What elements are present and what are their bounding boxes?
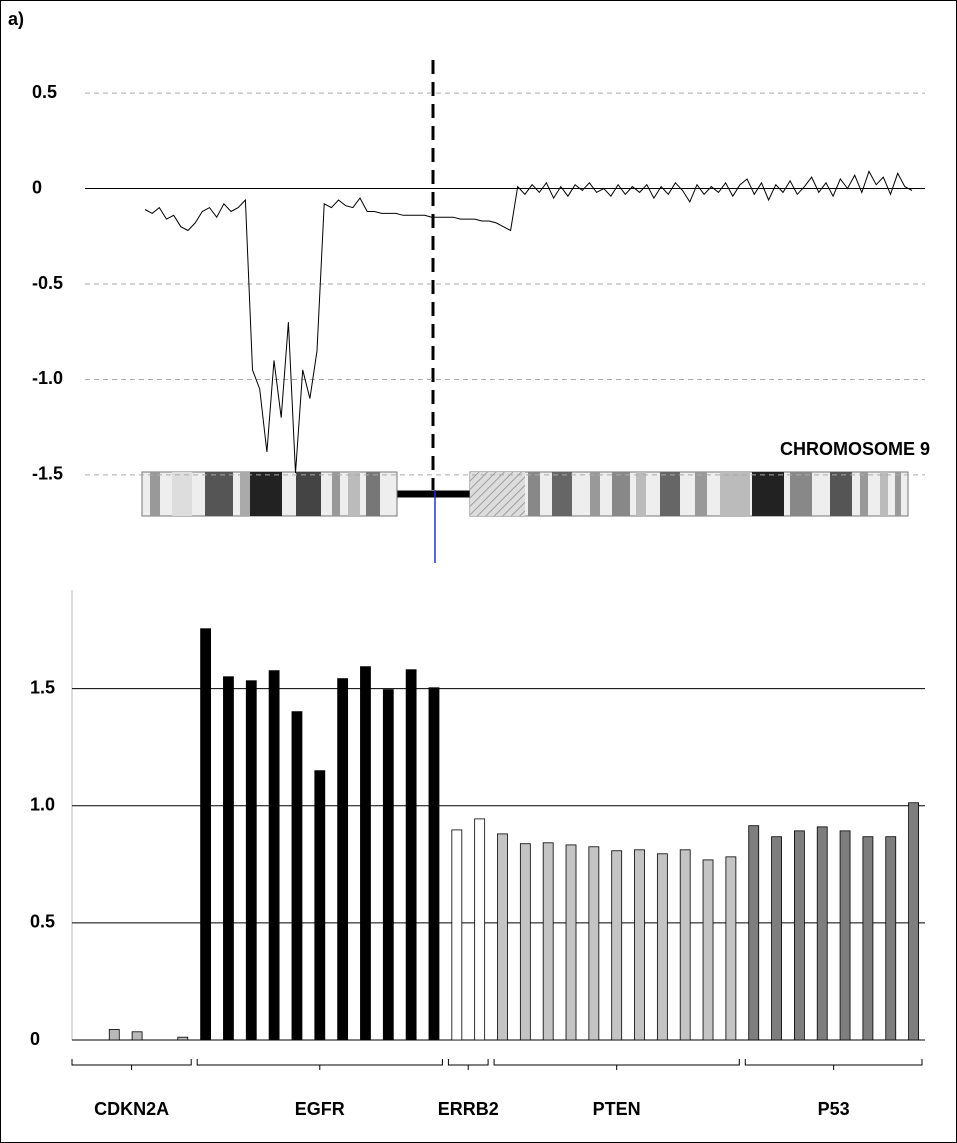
bar (839, 830, 851, 1041)
bar (679, 849, 691, 1041)
bar (816, 826, 828, 1041)
chromosome-label: CHROMOSOME 9 (780, 439, 930, 459)
bar (223, 676, 234, 1041)
group-label: EGFR (295, 1099, 345, 1119)
bar (245, 680, 257, 1041)
bar (519, 843, 531, 1041)
bar (793, 830, 805, 1041)
group-bracket (744, 1059, 923, 1070)
ideogram (141, 471, 909, 563)
bar (725, 856, 737, 1041)
bar (702, 859, 714, 1041)
panel-label: a) (8, 9, 24, 29)
group-label: ERRB2 (438, 1099, 499, 1119)
group-bracket (71, 1059, 192, 1070)
bar (337, 678, 349, 1041)
bar (200, 628, 212, 1041)
y-tick-label: -0.5 (32, 273, 63, 293)
y-tick-label: 0.5 (30, 912, 55, 932)
y-tick-label: 0 (30, 1029, 40, 1049)
group-bracket (493, 1059, 740, 1070)
y-tick-label: -1.0 (32, 368, 63, 388)
bar (885, 836, 897, 1041)
bar (405, 669, 417, 1041)
bar (656, 853, 668, 1041)
bar (474, 818, 486, 1041)
bar (908, 802, 919, 1041)
bar (634, 849, 645, 1041)
bar (314, 770, 326, 1041)
y-tick-label: 1.5 (30, 677, 55, 697)
bar (131, 1031, 143, 1041)
bar (108, 1029, 120, 1041)
bar (382, 689, 394, 1041)
bar (542, 842, 554, 1041)
bar (360, 666, 371, 1041)
group-bracket (196, 1059, 443, 1070)
copy-number-line (144, 170, 913, 474)
bar (748, 825, 760, 1041)
group-label: CDKN2A (94, 1099, 169, 1119)
group-bracket (447, 1059, 489, 1070)
bar (451, 829, 463, 1041)
y-tick-label: 1.0 (30, 795, 55, 815)
y-tick-label: 0.5 (32, 82, 57, 102)
bar (268, 670, 280, 1041)
group-label: PTEN (593, 1099, 641, 1119)
group-label: P53 (818, 1099, 850, 1119)
bar (291, 711, 303, 1041)
bar (497, 833, 508, 1041)
bar (862, 836, 874, 1041)
bar (588, 846, 600, 1041)
bar (771, 836, 782, 1041)
y-tick-label: 0 (32, 177, 42, 197)
bar (177, 1036, 189, 1041)
bar (428, 687, 440, 1041)
bar (611, 850, 623, 1041)
y-tick-label: -1.5 (32, 464, 63, 484)
bar (565, 844, 577, 1041)
